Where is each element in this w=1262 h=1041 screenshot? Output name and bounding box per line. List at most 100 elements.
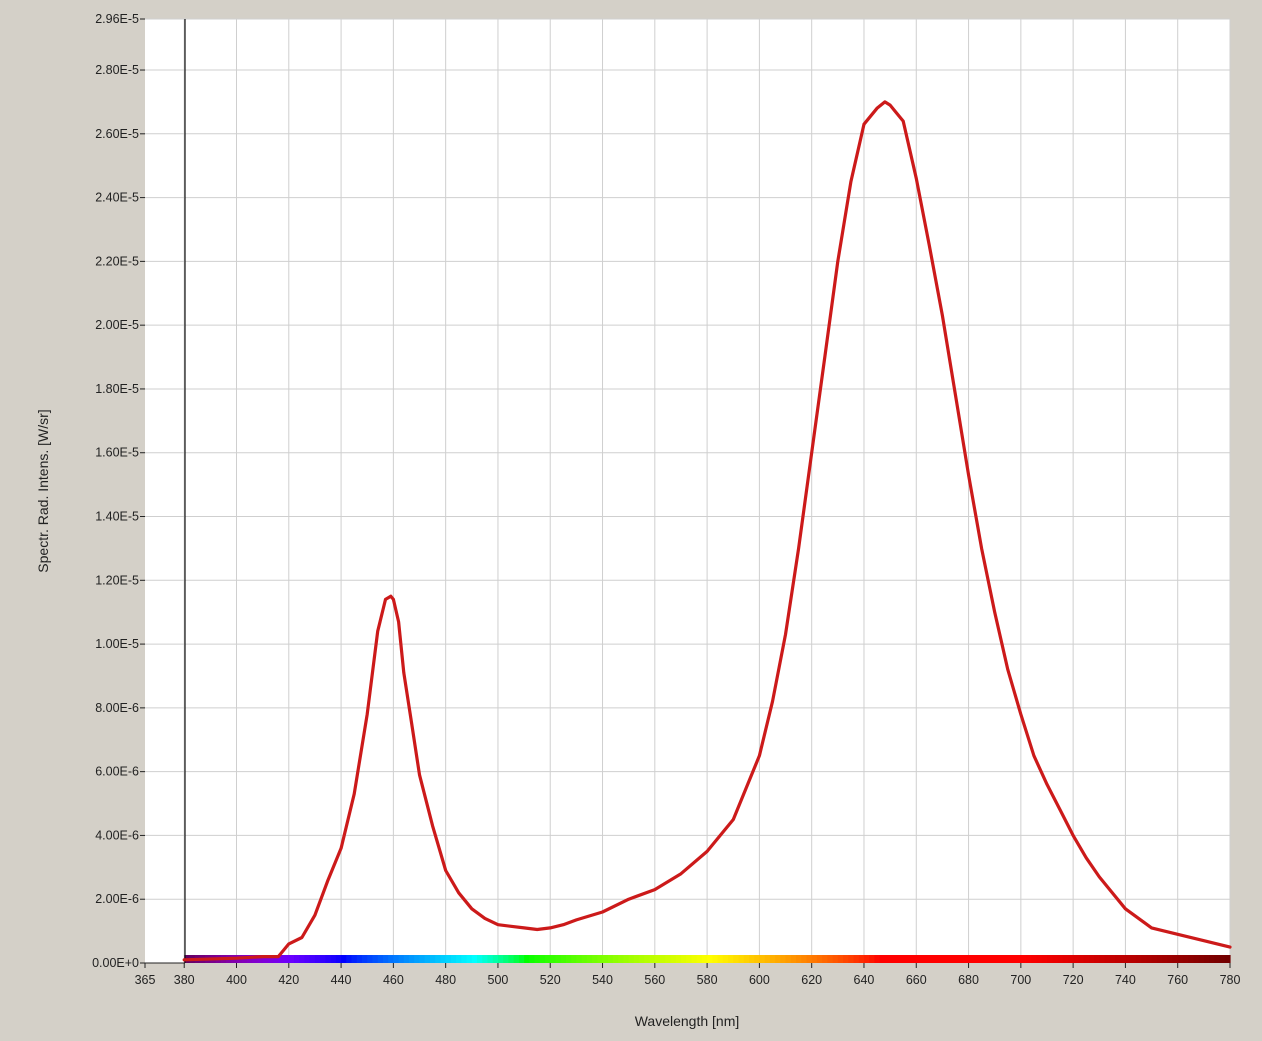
y-tick-label: 4.00E-6 bbox=[95, 828, 139, 842]
spectrum-band bbox=[900, 955, 907, 963]
spectrum-band bbox=[1015, 955, 1022, 963]
spectrum-band bbox=[843, 955, 849, 963]
spectrum-band bbox=[811, 955, 818, 963]
spectrum-band bbox=[246, 955, 253, 963]
spectrum-band bbox=[388, 955, 394, 963]
spectrum-band bbox=[466, 955, 473, 963]
spectrum-band bbox=[1094, 955, 1100, 963]
spectrum-band bbox=[973, 955, 980, 963]
spectrum-band bbox=[435, 955, 442, 963]
spectrum-band bbox=[382, 955, 389, 963]
spectrum-band bbox=[926, 955, 933, 963]
spectrum-band bbox=[764, 955, 771, 963]
spectrum-band bbox=[356, 955, 363, 963]
spectrum-band bbox=[309, 955, 316, 963]
spectrum-band bbox=[837, 955, 844, 963]
spectrum-band bbox=[968, 955, 975, 963]
spectrum-band bbox=[649, 955, 656, 963]
spectrum-band bbox=[325, 955, 332, 963]
spectrum-band bbox=[890, 955, 896, 963]
spectrum-band bbox=[461, 955, 468, 963]
spectrum-band bbox=[1109, 955, 1116, 963]
spectrum-band bbox=[560, 955, 567, 963]
y-tick-label: 1.20E-5 bbox=[95, 573, 139, 587]
spectrum-band bbox=[728, 955, 734, 963]
spectrum-band bbox=[299, 955, 306, 963]
spectrum-band bbox=[738, 955, 745, 963]
spectrum-band bbox=[440, 955, 447, 963]
spectrum-band bbox=[769, 955, 776, 963]
y-tick-label: 2.60E-5 bbox=[95, 127, 139, 141]
spectrum-band bbox=[550, 955, 557, 963]
spectrum-band bbox=[1005, 955, 1011, 963]
spectrum-band bbox=[796, 955, 802, 963]
spectrum-band bbox=[273, 955, 279, 963]
spectrum-band bbox=[1104, 955, 1111, 963]
spectrum-band bbox=[330, 955, 337, 963]
spectrum-color-bar bbox=[184, 955, 1231, 963]
spectrum-band bbox=[743, 955, 750, 963]
spectrum-band bbox=[545, 955, 551, 963]
spectrum-band bbox=[1203, 955, 1210, 963]
spectrum-band bbox=[414, 955, 421, 963]
spectrum-band bbox=[1162, 955, 1168, 963]
spectrum-band bbox=[1036, 955, 1043, 963]
spectrum-band bbox=[1026, 955, 1032, 963]
spectrum-band bbox=[921, 955, 928, 963]
spectrum-band bbox=[524, 955, 530, 963]
spectrum-band bbox=[827, 955, 834, 963]
spectrum-band bbox=[1146, 955, 1153, 963]
spectrum-band bbox=[806, 955, 813, 963]
spectrum-band bbox=[863, 955, 870, 963]
spectrum-band bbox=[456, 955, 462, 963]
y-tick-label: 1.60E-5 bbox=[95, 446, 139, 460]
spectrum-band bbox=[775, 955, 781, 963]
y-tick-label: 2.00E-5 bbox=[95, 318, 139, 332]
spectrum-band bbox=[785, 955, 792, 963]
spectrum-band bbox=[409, 955, 415, 963]
x-tick-label: 480 bbox=[435, 973, 456, 987]
spectrum-band bbox=[1209, 955, 1215, 963]
spectrum-band bbox=[644, 955, 651, 963]
x-axis-ticks: 365 380 400 420 440 460 480 500 520 540 560 580 600 6… bbox=[135, 963, 1240, 987]
spectrum-band bbox=[351, 955, 358, 963]
spectrum-band bbox=[1041, 955, 1048, 963]
x-tick-label: 640 bbox=[854, 973, 875, 987]
spectrum-band bbox=[450, 955, 457, 963]
spectrum-band bbox=[508, 955, 515, 963]
y-tick-label: 2.00E-6 bbox=[95, 892, 139, 906]
spectrum-band bbox=[492, 955, 499, 963]
spectrum-band bbox=[429, 955, 436, 963]
spectrum-band bbox=[670, 955, 677, 963]
spectrum-band bbox=[341, 955, 347, 963]
spectrum-band bbox=[602, 955, 609, 963]
spectrum-band bbox=[722, 955, 729, 963]
x-tick-label: 660 bbox=[906, 973, 927, 987]
spectrum-band bbox=[848, 955, 855, 963]
spectrum-band bbox=[1193, 955, 1200, 963]
y-tick-label: 1.80E-5 bbox=[95, 382, 139, 396]
spectrum-band bbox=[539, 955, 546, 963]
spectrum-band bbox=[419, 955, 426, 963]
spectrum-band bbox=[911, 955, 917, 963]
spectrum-band bbox=[304, 955, 311, 963]
spectrum-band bbox=[398, 955, 405, 963]
y-tick-label: 1.40E-5 bbox=[95, 510, 139, 524]
spectrum-band bbox=[1219, 955, 1226, 963]
spectrum-band bbox=[1182, 955, 1189, 963]
x-tick-label: 365 bbox=[135, 973, 156, 987]
spectrum-band bbox=[994, 955, 1001, 963]
spectrum-band bbox=[879, 955, 886, 963]
spectrum-band bbox=[733, 955, 740, 963]
spectrum-band bbox=[471, 955, 478, 963]
x-axis-title: Wavelength [nm] bbox=[635, 1013, 740, 1029]
spectrum-band bbox=[665, 955, 672, 963]
y-tick-label: 2.40E-5 bbox=[95, 191, 139, 205]
spectrum-band bbox=[942, 955, 949, 963]
spectrum-band bbox=[712, 955, 719, 963]
spectrum-band bbox=[1151, 955, 1158, 963]
spectrum-band bbox=[1031, 955, 1038, 963]
spectrum-band bbox=[1078, 955, 1085, 963]
spectrum-band bbox=[1083, 955, 1090, 963]
spectrum-band bbox=[372, 955, 379, 963]
